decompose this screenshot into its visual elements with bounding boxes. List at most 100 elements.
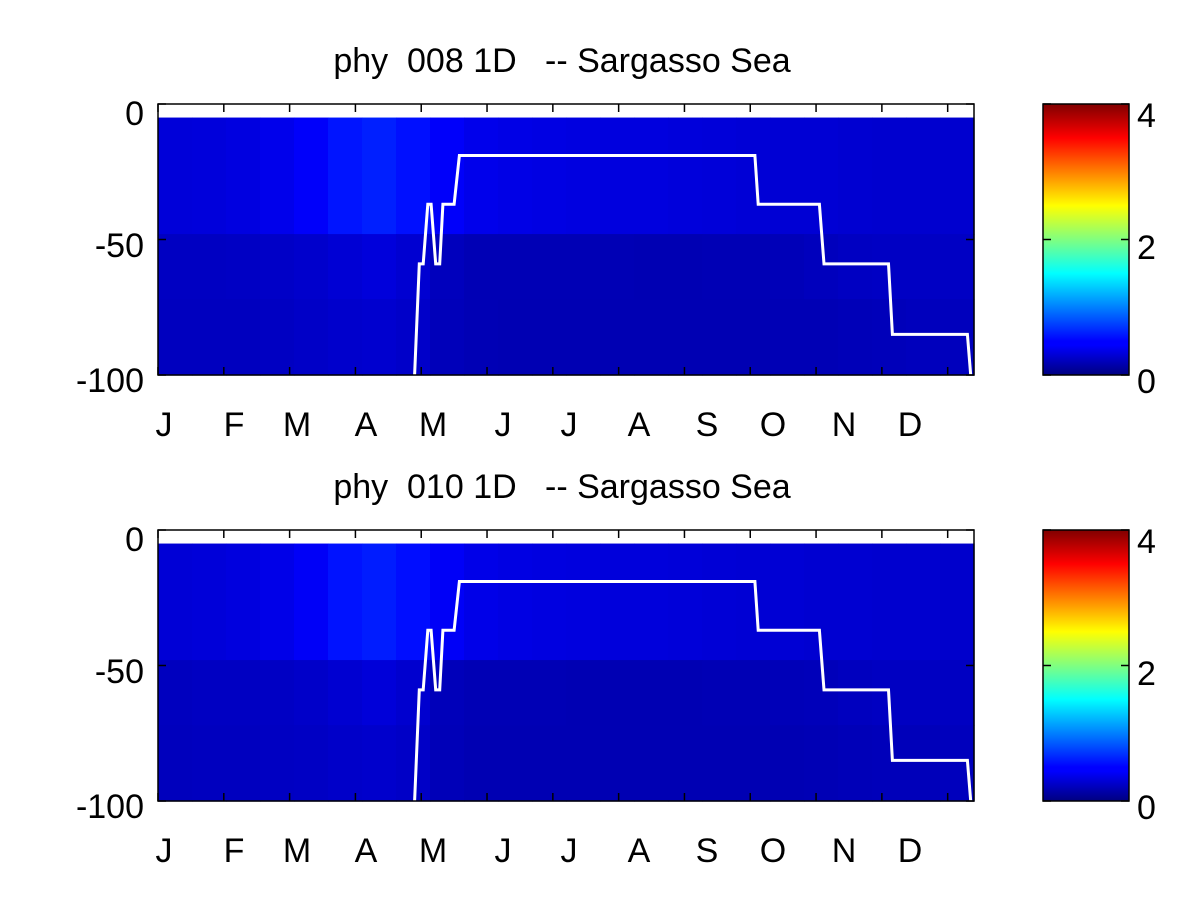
panel-1-mixed-layer-line — [413, 154, 973, 376]
heatmap-cell — [804, 725, 839, 802]
panel-1-x-tick-label-dec: D — [898, 406, 923, 444]
heatmap-cell — [294, 234, 329, 300]
panel-1-y-tick-label-2: -100 — [76, 362, 144, 400]
heatmap-cell — [872, 725, 907, 802]
heatmap-cell — [940, 234, 975, 300]
heatmap-cell — [838, 299, 873, 376]
panel-2-x-tick-label-mar: M — [283, 832, 311, 870]
heatmap-cell — [736, 660, 771, 726]
panel-1-colorbar-label-top: 4 — [1137, 97, 1156, 135]
panel-1-y-tick-label-0: 0 — [125, 95, 144, 133]
panel-1-x-tick-labels: J F M A M J J A S O N D — [156, 406, 923, 444]
heatmap-cell — [668, 543, 703, 661]
panel-2-colorbar-ticks — [1043, 529, 1129, 802]
heatmap-cell — [838, 725, 873, 802]
heatmap-cell — [362, 660, 397, 726]
heatmap-cell — [328, 725, 363, 802]
heatmap-cell — [328, 660, 363, 726]
heatmap-cell — [600, 234, 635, 300]
panel-1: phy 008 1D -- Sargasso Sea 0 -50 -100 J … — [76, 42, 1156, 444]
panel-1-x-tick-label-sep: S — [696, 406, 719, 444]
panel-2-x-tick-label-nov: N — [832, 832, 857, 870]
panel-2-x-tick-label-aug: A — [628, 832, 651, 870]
heatmap-cell — [158, 543, 193, 661]
panel-1-heatmap — [158, 117, 975, 376]
heatmap-cell — [736, 725, 771, 802]
heatmap-cell — [906, 234, 941, 300]
heatmap-cell — [362, 725, 397, 802]
panel-2-mixed-layer-line — [413, 580, 973, 802]
heatmap-cell — [498, 660, 533, 726]
heatmap-cell — [362, 117, 397, 235]
heatmap-cell — [940, 660, 975, 726]
heatmap-cell — [464, 299, 499, 376]
heatmap-cell — [872, 299, 907, 376]
heatmap-cell — [192, 299, 227, 376]
heatmap-cell — [736, 543, 771, 661]
panel-2-y-tick-label-1: -50 — [95, 653, 144, 691]
panel-1-colorbar-label-mid: 2 — [1137, 229, 1156, 267]
heatmap-cell — [430, 234, 465, 300]
heatmap-cell — [158, 299, 193, 376]
heatmap-cell — [838, 234, 873, 300]
heatmap-cell — [600, 299, 635, 376]
panel-2-x-tick-labels: J F M A M J J A S O N D — [156, 832, 923, 870]
heatmap-cell — [668, 660, 703, 726]
heatmap-cell — [804, 299, 839, 376]
heatmap-cell — [192, 117, 227, 235]
heatmap-cell — [566, 725, 601, 802]
heatmap-cell — [940, 543, 975, 661]
panel-2-colorbar-label-bottom: 0 — [1137, 789, 1156, 827]
heatmap-cell — [464, 725, 499, 802]
heatmap-cell — [396, 543, 431, 661]
heatmap-cell — [532, 660, 567, 726]
heatmap-cell — [838, 543, 873, 661]
heatmap-cell — [498, 543, 533, 661]
heatmap-cell — [260, 117, 295, 235]
heatmap-cell — [770, 299, 805, 376]
panel-2-x-tick-label-apr: A — [355, 832, 378, 870]
heatmap-cell — [192, 543, 227, 661]
heatmap-cell — [600, 543, 635, 661]
heatmap-cell — [260, 234, 295, 300]
panel-2-colorbar: 4 2 0 — [1042, 523, 1156, 827]
panel-1-ticks — [157, 103, 974, 376]
heatmap-cell — [634, 117, 669, 235]
heatmap-cell — [430, 725, 465, 802]
heatmap-cell — [702, 234, 737, 300]
heatmap-cell — [362, 234, 397, 300]
heatmap-cell — [702, 725, 737, 802]
heatmap-cell — [702, 117, 737, 235]
heatmap-cell — [600, 117, 635, 235]
heatmap-cell — [634, 725, 669, 802]
heatmap-cell — [702, 299, 737, 376]
heatmap-cell — [566, 234, 601, 300]
heatmap-cell — [430, 543, 465, 661]
heatmap-cell — [668, 299, 703, 376]
heatmap-cell — [464, 117, 499, 235]
panel-2-heatmap — [158, 543, 975, 802]
panel-1-x-tick-label-jun: J — [495, 406, 512, 444]
heatmap-cell — [226, 299, 261, 376]
heatmap-cell — [362, 543, 397, 661]
panel-2-ticks — [157, 529, 974, 802]
heatmap-cell — [226, 543, 261, 661]
heatmap-cell — [736, 299, 771, 376]
heatmap-cell — [464, 660, 499, 726]
heatmap-cell — [158, 660, 193, 726]
heatmap-cell — [872, 543, 907, 661]
panel-2-x-tick-label-dec: D — [898, 832, 923, 870]
heatmap-cell — [396, 299, 431, 376]
heatmap-cell — [566, 660, 601, 726]
heatmap-cell — [328, 543, 363, 661]
heatmap-cell — [192, 725, 227, 802]
heatmap-cell — [702, 543, 737, 661]
panel-1-x-tick-label-jan: J — [156, 406, 173, 444]
panel-2-x-tick-label-jun: J — [495, 832, 512, 870]
panel-2-x-tick-label-jul: J — [561, 832, 578, 870]
panel-2-x-tick-label-oct: O — [760, 832, 786, 870]
heatmap-cell — [634, 543, 669, 661]
heatmap-cell — [362, 299, 397, 376]
heatmap-cell — [396, 725, 431, 802]
